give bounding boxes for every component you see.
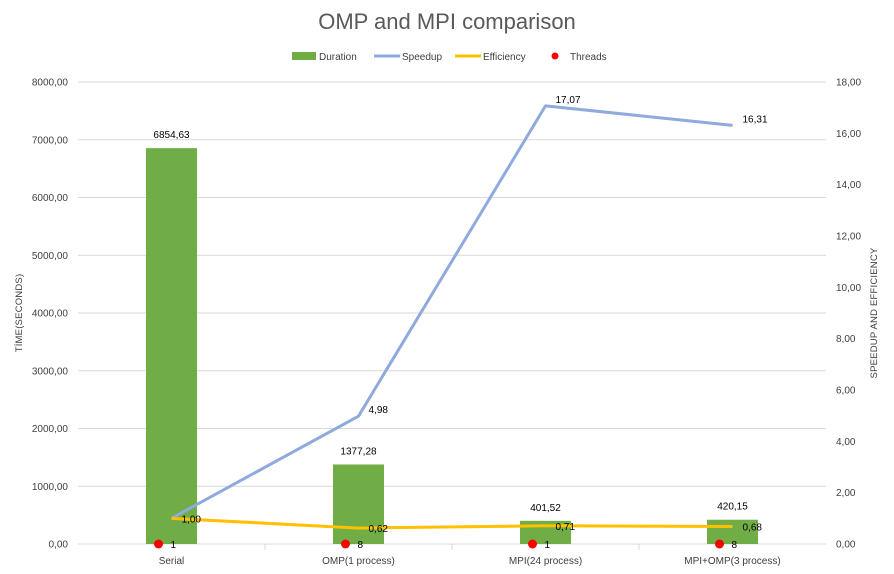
duration-bar <box>707 519 758 544</box>
legend-threads-label: Threads <box>570 52 607 63</box>
threads-point <box>154 539 163 549</box>
legend-duration-swatch <box>292 52 316 60</box>
efficiency-data-label: 1,00 <box>182 514 202 525</box>
y-tick-label: 7000,00 <box>32 135 69 146</box>
threads-point <box>341 539 350 549</box>
y2-tick-label: 0,00 <box>836 540 856 551</box>
threads-data-label: 1 <box>545 540 551 551</box>
y2-tick-label: 2,00 <box>836 488 856 499</box>
threads-data-label: 8 <box>358 540 364 551</box>
y2-tick-label: 4,00 <box>836 437 856 448</box>
threads-data-label: 8 <box>732 540 738 551</box>
threads-data-label: 1 <box>171 540 177 551</box>
threads-points <box>154 539 724 549</box>
efficiency-data-label: 0,71 <box>556 522 576 533</box>
duration-bars <box>146 148 758 544</box>
gridlines <box>78 81 826 550</box>
threads-point <box>528 539 537 549</box>
x-tick-label: MPI(24 process) <box>509 556 582 567</box>
y-tick-label: 6000,00 <box>32 193 69 204</box>
legend-speedup-label: Speedup <box>402 52 442 63</box>
duration-data-label: 401,52 <box>530 503 561 514</box>
x-tick-label: Serial <box>159 556 185 567</box>
y-axis-title: TİME(SECONDS) <box>14 274 25 353</box>
y-tick-label: 5000,00 <box>32 251 69 262</box>
y2-tick-label: 6,00 <box>836 386 856 397</box>
efficiency-data-label: 0,68 <box>743 523 763 534</box>
y2-axis-title: SPEEDUP AND EFFICIENCY <box>869 247 880 378</box>
threads-point <box>715 539 724 549</box>
y2-tick-label: 16,00 <box>836 129 861 140</box>
y2-tick-label: 14,00 <box>836 180 861 191</box>
x-axis-ticks: Serial OMP(1 process) MPI(24 process) MPI+O… <box>159 556 781 567</box>
line-series <box>170 104 733 530</box>
x-tick-label: OMP(1 process) <box>322 556 395 567</box>
duration-bar <box>333 464 384 544</box>
y-tick-label: 1000,00 <box>32 482 69 493</box>
legend-efficiency-label: Efficiency <box>483 52 526 63</box>
speedup-data-label: 17,07 <box>556 95 581 106</box>
legend-duration-label: Duration <box>319 52 357 63</box>
x-tick-label: MPI+OMP(3 process) <box>684 556 780 567</box>
y-tick-label: 2000,00 <box>32 424 69 435</box>
y2-tick-label: 8,00 <box>836 334 856 345</box>
duration-data-label: 6854,63 <box>153 130 190 141</box>
right-axis-ticks: 0,00 2,00 4,00 6,00 8,00 10,00 12,00 14,00 16,00… <box>836 78 861 551</box>
duration-bar <box>146 148 197 544</box>
speedup-line <box>170 104 733 520</box>
data-labels: 6854,63 1377,28 401,52 420,15 4,98 17,07 16,31… <box>153 95 768 551</box>
y-tick-label: 4000,00 <box>32 309 69 320</box>
legend-threads-swatch <box>551 52 559 60</box>
speedup-data-label: 16,31 <box>743 114 768 125</box>
y-tick-label: 3000,00 <box>32 366 69 377</box>
y2-tick-label: 12,00 <box>836 232 861 243</box>
y-tick-label: 0,00 <box>49 540 69 551</box>
efficiency-data-label: 0,62 <box>369 524 389 535</box>
chart-title: OMP and MPI comparison <box>318 9 576 34</box>
duration-data-label: 1377,28 <box>340 446 377 457</box>
efficiency-line <box>171 516 733 530</box>
legend: Duration Speedup Efficiency Threads <box>292 52 607 63</box>
y2-tick-label: 18,00 <box>836 78 861 89</box>
y-tick-label: 8000,00 <box>32 78 69 89</box>
y2-tick-label: 10,00 <box>836 283 861 294</box>
speedup-data-label: 4,98 <box>369 405 389 416</box>
duration-data-label: 420,15 <box>717 502 748 513</box>
left-axis-ticks: 0,00 1000,00 2000,00 3000,00 4000,00 5000,00 6… <box>32 78 69 551</box>
